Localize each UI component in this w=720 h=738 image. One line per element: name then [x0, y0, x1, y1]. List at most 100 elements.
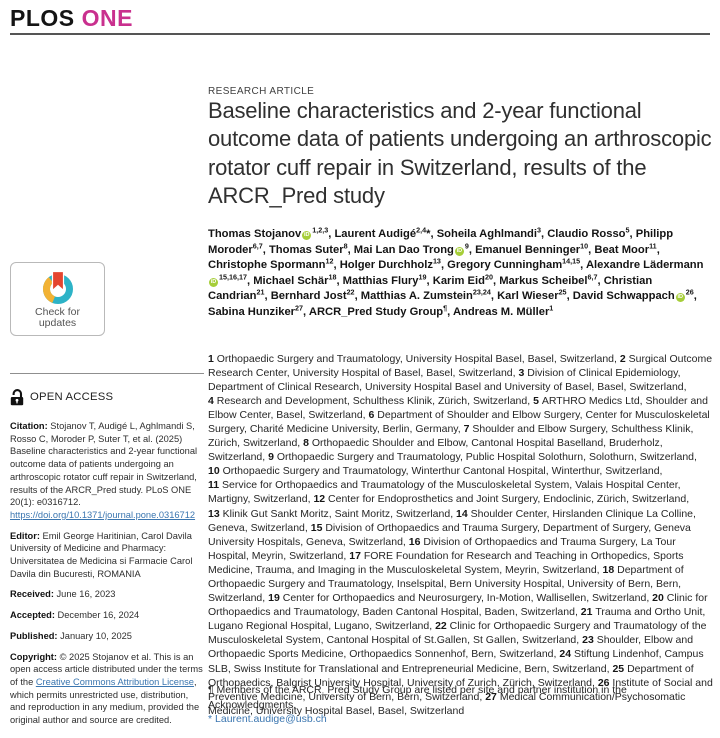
open-lock-icon: [10, 389, 24, 406]
author-affiliation-sup: ¶: [443, 302, 448, 312]
affiliation-number: 15: [310, 521, 323, 534]
article-type-kicker: RESEARCH ARTICLE: [208, 86, 315, 97]
author-affiliation-sup: 13: [432, 256, 441, 266]
author: Matthias Flury19: [342, 271, 427, 287]
author-affiliation-sup: 27: [295, 302, 304, 312]
published-block: Published: January 10, 2025: [10, 630, 205, 643]
editor-text: Emil George Haritinian, Carol Davila Uni…: [10, 530, 193, 579]
published-date: January 10, 2025: [60, 630, 132, 641]
affiliation-number: 11: [208, 479, 220, 492]
author-affiliation-sup: 14,15: [562, 256, 581, 266]
author-affiliation-sup: 18: [328, 271, 337, 281]
affiliation-number: 14: [456, 507, 468, 520]
author: Laurent Audigé2,4*: [334, 225, 431, 240]
author: Gregory Cunningham14,15: [447, 256, 581, 271]
author-affiliation-sup: 21: [256, 287, 265, 297]
affiliation-number: 10: [208, 465, 220, 478]
affiliation-number: 21: [580, 606, 593, 619]
copyright-block: Copyright: © 2025 Stojanov et al. This i…: [10, 651, 205, 727]
affiliation-number: 19: [268, 592, 280, 605]
citation-block: Citation: Stojanov T, Audigé L, Aghlmand…: [10, 420, 205, 522]
orcid-icon[interactable]: iD: [209, 277, 218, 287]
author-affiliation-sup: 3: [536, 225, 541, 235]
plos-wordmark: PLOS: [10, 5, 75, 31]
affiliation-number: 2: [619, 352, 626, 365]
affiliation-number: 4: [208, 394, 214, 407]
accepted-block: Accepted: December 16, 2024: [10, 609, 205, 622]
check-for-updates-label: Check for updates: [35, 305, 80, 329]
author-affiliation-sup: 8: [343, 240, 348, 250]
affiliation-number: 12: [313, 493, 326, 506]
corresponding-email-link[interactable]: Laurent.audige@usb.ch: [215, 713, 327, 725]
author-affiliation-sup: 26: [685, 287, 694, 297]
author: Beat Moor11: [594, 240, 657, 256]
author-affiliation-sup: 1: [549, 302, 554, 312]
author: Alexandre LädermanniD15,16,17: [209, 259, 704, 287]
author-list: Thomas Stojanov iD1,2,3, Laurent Audigé2,…: [208, 225, 704, 318]
check-for-updates-badge[interactable]: Check for updates: [10, 262, 105, 336]
editor-block: Editor: Emil George Haritinian, Carol Da…: [10, 530, 205, 581]
author-affiliation-sup: 12: [325, 256, 334, 266]
author: Sabina Hunziker27: [208, 302, 304, 318]
affiliation-number: 8: [303, 437, 309, 450]
copyright-text-pre: © 2025 Stojanov et al. This is an open a…: [10, 651, 203, 687]
affiliation-number: 16: [408, 535, 421, 548]
affiliation-number: 18: [602, 563, 615, 576]
author: Markus Scheibel6,7: [499, 271, 598, 287]
author-affiliation-sup: 6,7: [587, 271, 598, 281]
corresponding-star: *: [208, 713, 216, 725]
affiliation-number: 5: [533, 394, 539, 407]
author-affiliation-sup: 10: [580, 240, 589, 250]
author: Karl Wieser25: [497, 287, 567, 302]
author: Thomas Stojanov iD1,2,3: [208, 225, 329, 240]
author: Christophe Spormann12: [208, 256, 334, 271]
affiliation-list: 1 Orthopaedic Surgery and Traumatology, …: [208, 352, 713, 717]
author: Emanuel Benninger10: [475, 240, 589, 256]
published-label: Published:: [10, 630, 58, 641]
affiliation-number: 22: [435, 620, 447, 633]
affiliation-number: 9: [268, 451, 274, 464]
group-membership-note: ¶ Members of the ARCR_Pred Study Group a…: [208, 684, 627, 711]
affiliation-number: 7: [463, 422, 470, 435]
author-affiliation-sup: 1,2,3: [312, 225, 329, 235]
author: Andreas M. Müller1: [452, 302, 554, 318]
plos-one-logo[interactable]: PLOS ONE: [10, 5, 133, 32]
author-affiliation-sup: 15,16,17: [219, 271, 247, 281]
author: Thomas Suter8: [268, 240, 348, 256]
article-sidebar: Check for updates OPEN ACCESS Citation: …: [10, 262, 205, 727]
author-affiliation-sup: 20: [484, 271, 493, 281]
author-affiliation-sup: 25: [558, 287, 567, 297]
affiliation-number: 20: [652, 592, 664, 605]
copyright-text-post: , which permits unrestricted use, distri…: [10, 676, 200, 726]
affiliation-number: 27: [485, 690, 497, 703]
corresponding-email-line: * Laurent.audige@usb.ch: [208, 712, 714, 727]
header-divider: [10, 33, 710, 35]
crossmark-icon: [42, 270, 73, 304]
author: Christian Candrian21: [208, 274, 653, 303]
affiliation-number: 25: [612, 662, 625, 675]
received-label: Received:: [10, 589, 54, 600]
author: Michael Schär18: [253, 271, 337, 287]
author-affiliation-sup: 9: [464, 240, 469, 250]
accepted-label: Accepted:: [10, 610, 55, 621]
affiliation-number: 23: [582, 634, 594, 647]
affiliation-number: 26: [597, 676, 610, 689]
affiliation-number: 24: [559, 648, 572, 661]
orcid-icon[interactable]: iD: [454, 246, 464, 256]
affiliation-number: 6: [368, 408, 375, 421]
creative-commons-link[interactable]: Creative Commons Attribution License: [35, 676, 194, 687]
author: Soheila Aghlmandi3: [436, 225, 541, 240]
open-access-badge: OPEN ACCESS: [10, 389, 205, 406]
orcid-icon[interactable]: iD: [302, 231, 312, 240]
one-wordmark: ONE: [81, 5, 133, 31]
footnotes: ¶ Members of the ARCR_Pred Study Group a…: [208, 683, 714, 727]
author: Bernhard Jost22: [270, 287, 355, 302]
sidebar-divider: [10, 373, 204, 374]
orcid-icon[interactable]: iD: [675, 293, 685, 302]
affiliation-number: 13: [208, 507, 220, 520]
author-affiliation-sup: 11: [649, 240, 657, 250]
author: David Schwappach iD26: [572, 287, 694, 302]
doi-link[interactable]: https://doi.org/10.1371/journal.pone.031…: [10, 509, 196, 520]
citation-text: Stojanov T, Audigé L, Aghlmandi S, Rosso…: [10, 421, 198, 508]
affiliation-number: 3: [518, 366, 525, 379]
